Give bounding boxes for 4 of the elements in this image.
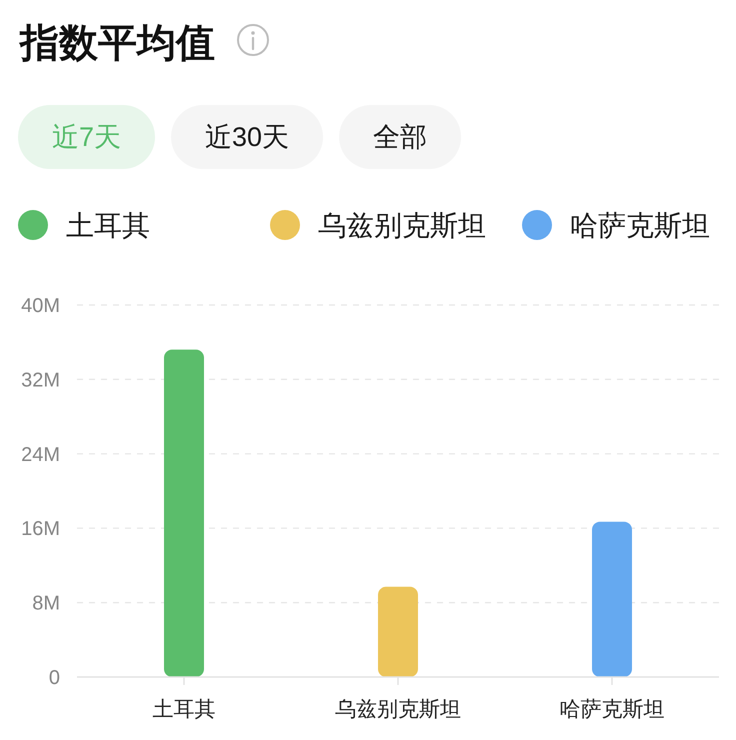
title: 指数平均值 (20, 22, 215, 65)
legend-label: 哈萨克斯坦 (570, 210, 710, 241)
legend-label: 土耳其 (66, 210, 150, 241)
legend-label: 乌兹别克斯坦 (318, 210, 486, 241)
